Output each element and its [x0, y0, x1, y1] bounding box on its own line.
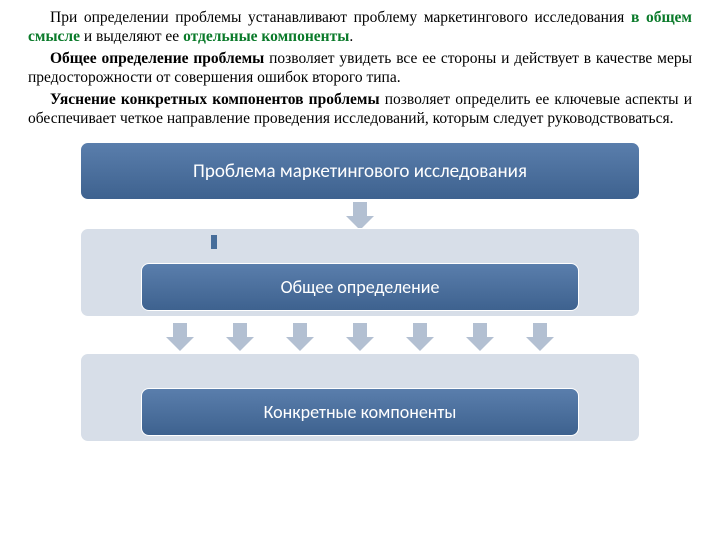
node-mid-label: Общее определение — [281, 276, 440, 298]
arrow-down-icon — [526, 323, 554, 351]
node-top-label: Проблема маркетингового исследования — [193, 160, 527, 183]
arrow-down-icon — [166, 323, 194, 351]
container-bot: Конкретные компоненты — [80, 353, 640, 442]
flow-diagram: Проблема маркетингового исследования Общ… — [80, 142, 640, 442]
node-bot-label: Конкретные компоненты — [264, 401, 457, 423]
p3-bold: Уяснение конкретных компонентов проблемы — [50, 91, 380, 108]
arrow-down-icon — [346, 202, 374, 230]
p1-c: . — [349, 28, 353, 45]
node-bot: Конкретные компоненты — [141, 388, 579, 436]
paragraph-2: Общее определение проблемы позволяет уви… — [28, 49, 692, 88]
p1-green2: отдельные компоненты — [183, 28, 349, 45]
p2-bold: Общее определение проблемы — [50, 50, 264, 67]
arrow-down-icon — [406, 323, 434, 351]
arrow-down-multi — [80, 319, 640, 355]
paragraph-1: При определении проблемы устанавливают п… — [28, 8, 692, 47]
arrow-down-icon — [286, 323, 314, 351]
arrow-down-icon — [346, 323, 374, 351]
container-mid: Общее определение — [80, 228, 640, 317]
arrow-down-icon — [226, 323, 254, 351]
node-mid: Общее определение — [141, 263, 579, 311]
arrow-down-icon — [466, 323, 494, 351]
p1-b: и выделяют ее — [80, 28, 183, 45]
tick-icon — [211, 235, 217, 249]
node-top: Проблема маркетингового исследования — [80, 142, 640, 200]
p1-a: При определении проблемы устанавливают п… — [50, 9, 631, 26]
paragraph-3: Уяснение конкретных компонентов проблемы… — [28, 90, 692, 129]
arrow-down-single — [80, 202, 640, 230]
